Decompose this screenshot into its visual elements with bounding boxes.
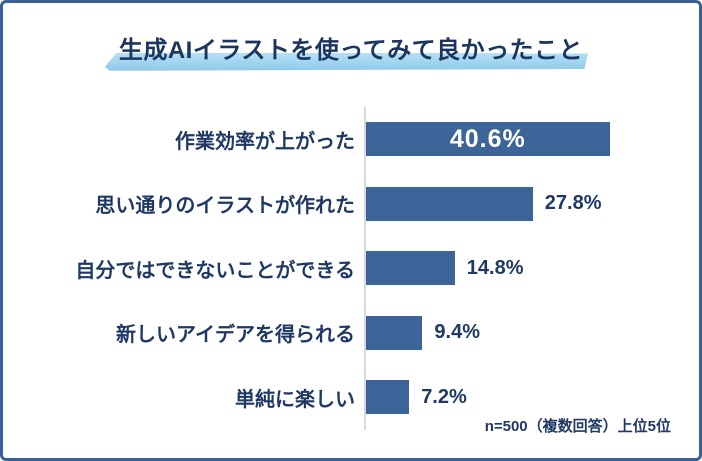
bar bbox=[366, 380, 410, 415]
value-label: 9.4% bbox=[434, 321, 480, 344]
bar-zone: 40.6% bbox=[364, 107, 699, 172]
title-area: 生成AIイラストを使ってみて良かったこと bbox=[3, 37, 699, 71]
bar bbox=[366, 186, 533, 221]
page-title: 生成AIイラストを使ってみて良かったこと bbox=[104, 37, 589, 71]
bar-zone: 7.2% bbox=[364, 365, 699, 430]
value-label: 27.8% bbox=[544, 192, 602, 215]
bar-chart: 作業効率が上がった 40.6% 思い通りのイラストが作れた 27.8% 自分では… bbox=[3, 107, 699, 430]
value-label: 14.8% bbox=[466, 256, 524, 279]
bar-row: 自分ではできないことができる 14.8% bbox=[3, 236, 699, 301]
category-label: 単純に楽しい bbox=[235, 388, 355, 411]
bar-row: 作業効率が上がった 40.6% bbox=[3, 107, 699, 172]
category-label: 作業効率が上がった bbox=[175, 130, 355, 153]
bar bbox=[366, 315, 423, 350]
page-title-text: 生成AIイラストを使ってみて良かったこと bbox=[118, 37, 584, 64]
bar: 40.6% bbox=[366, 122, 610, 157]
sample-size-note: n=500（複数回答）上位5位 bbox=[484, 418, 671, 435]
bar-row: 単純に楽しい 7.2% bbox=[3, 365, 699, 430]
bar-row: 思い通りのイラストが作れた 27.8% bbox=[3, 171, 699, 236]
bar-zone: 27.8% bbox=[364, 171, 699, 236]
value-label: 40.6% bbox=[449, 124, 526, 153]
bar-zone: 14.8% bbox=[364, 236, 699, 301]
category-label: 思い通りのイラストが作れた bbox=[95, 195, 355, 218]
bar bbox=[366, 251, 455, 286]
bar-zone: 9.4% bbox=[364, 300, 699, 365]
title-highlight-marker bbox=[104, 52, 589, 71]
value-label: 7.2% bbox=[421, 385, 467, 408]
category-label: 自分ではできないことができる bbox=[75, 259, 355, 282]
category-label: 新しいアイデアを得られる bbox=[116, 324, 355, 347]
bar-row: 新しいアイデアを得られる 9.4% bbox=[3, 300, 699, 365]
